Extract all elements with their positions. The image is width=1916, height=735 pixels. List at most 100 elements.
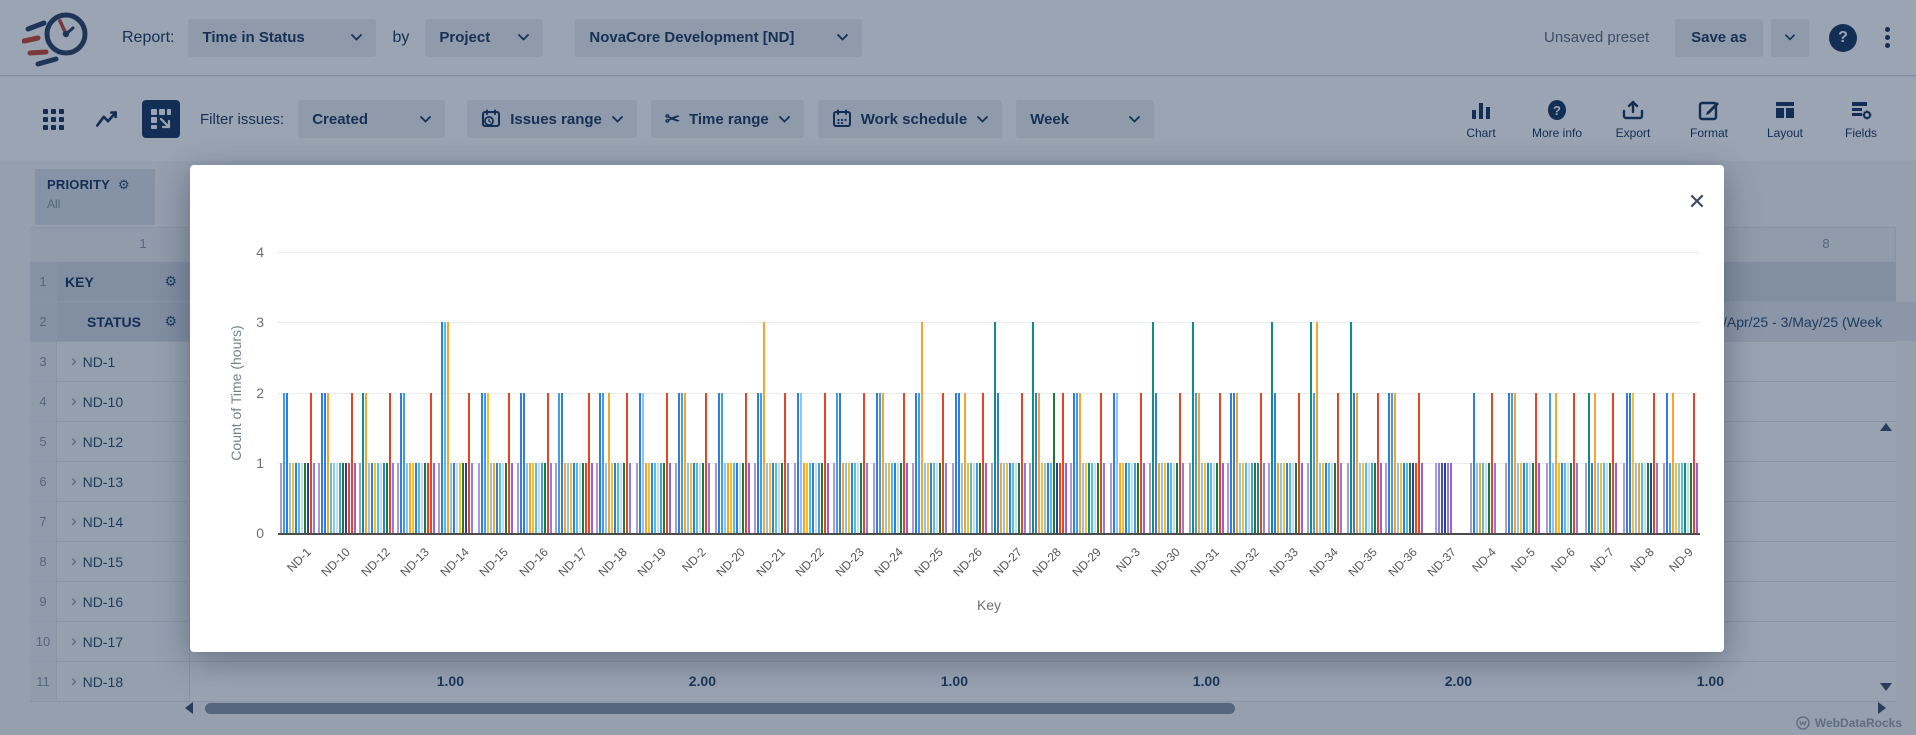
bar: [450, 463, 452, 533]
bar: [879, 393, 881, 534]
bar: [1684, 463, 1686, 533]
bar-group: [1305, 322, 1345, 533]
bar: [903, 393, 905, 534]
x-tick-label: ND-23: [832, 545, 866, 579]
bar: [1012, 463, 1014, 533]
bar: [769, 463, 771, 533]
bar: [1155, 393, 1157, 534]
bar: [912, 463, 914, 533]
bar-group: [555, 393, 595, 534]
bar: [1505, 463, 1507, 533]
x-tick-label: ND-31: [1188, 545, 1222, 579]
bar: [1523, 463, 1525, 533]
x-tick-label: ND-4: [1469, 545, 1499, 575]
bar: [588, 393, 590, 534]
bar: [1380, 463, 1382, 533]
bar: [1062, 393, 1064, 534]
bar: [1494, 463, 1496, 533]
bar: [1041, 463, 1043, 533]
bar: [1319, 463, 1321, 533]
bar-group: [1384, 393, 1424, 534]
bar: [280, 463, 282, 533]
bar: [558, 393, 560, 534]
x-tick-label: ND-10: [319, 545, 353, 579]
bar: [848, 463, 850, 533]
bar: [1116, 393, 1118, 534]
bar: [1394, 393, 1396, 534]
bar: [1555, 393, 1557, 534]
bar: [958, 393, 960, 534]
bar: [1450, 463, 1452, 533]
bar: [614, 463, 616, 533]
bar: [900, 463, 902, 533]
bar: [1038, 393, 1040, 534]
bar: [1059, 463, 1061, 533]
bar: [348, 463, 350, 533]
bar: [1641, 463, 1643, 533]
x-tick-label: ND-7: [1587, 545, 1617, 575]
bar: [815, 463, 817, 533]
bar: [339, 463, 341, 533]
bar: [930, 463, 932, 533]
bar: [809, 463, 811, 533]
x-tick-label: ND-22: [793, 545, 827, 579]
y-tick-label: 3: [224, 314, 264, 330]
bar-group: [318, 393, 358, 534]
bar: [1119, 463, 1121, 533]
bar: [1573, 393, 1575, 534]
bar: [1612, 393, 1614, 534]
bar: [415, 463, 417, 533]
bar: [1024, 463, 1026, 533]
bar: [1374, 463, 1376, 533]
bar: [1606, 463, 1608, 533]
bar: [1397, 463, 1399, 533]
bar: [1520, 463, 1522, 533]
bar: [1195, 393, 1197, 534]
bar: [1350, 322, 1352, 533]
bar: [1182, 463, 1184, 533]
bar: [781, 463, 783, 533]
bar-group: [871, 393, 911, 534]
bar: [1000, 463, 1002, 533]
bar: [733, 463, 735, 533]
bar: [739, 463, 741, 533]
bar: [784, 393, 786, 534]
bar: [1508, 393, 1510, 534]
bar: [1638, 463, 1640, 533]
bar: [359, 463, 361, 533]
bar: [1576, 463, 1578, 533]
bar: [582, 463, 584, 533]
bar: [1310, 322, 1312, 533]
bar: [939, 463, 941, 533]
bar: [824, 393, 826, 534]
bar: [1371, 463, 1373, 533]
bar: [1079, 393, 1081, 534]
x-tick-label: ND-14: [437, 545, 471, 579]
bar: [636, 463, 638, 533]
bar: [1359, 463, 1361, 533]
bar: [550, 463, 552, 533]
bar: [1482, 463, 1484, 533]
bar: [313, 463, 315, 533]
bar: [487, 393, 489, 534]
bar: [945, 463, 947, 533]
bar: [1198, 393, 1200, 534]
bar: [1356, 393, 1358, 534]
bar: [1298, 393, 1300, 534]
bar: [836, 393, 838, 534]
bar: [1650, 463, 1652, 533]
bar: [1009, 463, 1011, 533]
bar: [324, 393, 326, 534]
bar: [1603, 463, 1605, 533]
bar: [1122, 463, 1124, 533]
bar-group: [831, 393, 871, 534]
bar: [952, 463, 954, 533]
bar-group: [713, 393, 753, 534]
x-tick-label: ND-32: [1227, 545, 1261, 579]
bar: [1167, 463, 1169, 533]
bar: [1597, 463, 1599, 533]
bar: [368, 463, 370, 533]
bar: [1353, 393, 1355, 534]
bar: [1056, 463, 1058, 533]
bar: [921, 322, 923, 533]
